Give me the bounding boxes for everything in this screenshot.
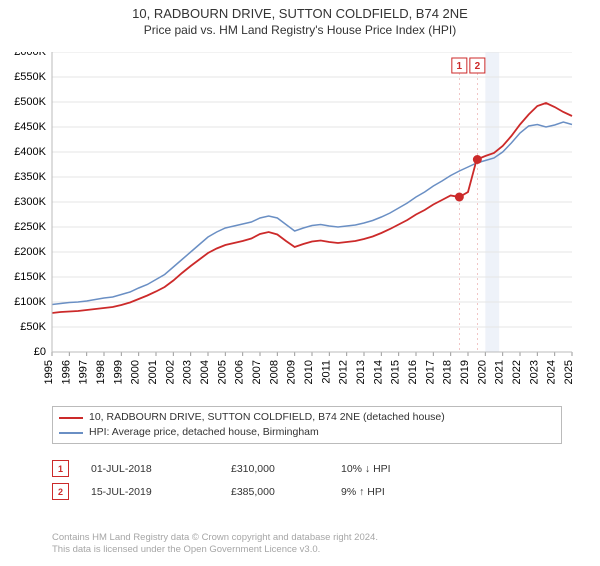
svg-text:2016: 2016 xyxy=(407,360,419,384)
event-price: £385,000 xyxy=(231,486,341,498)
svg-text:£200K: £200K xyxy=(14,246,46,258)
svg-text:£350K: £350K xyxy=(14,171,46,183)
svg-text:£600K: £600K xyxy=(14,52,46,58)
svg-text:1: 1 xyxy=(457,61,463,72)
svg-text:2008: 2008 xyxy=(268,360,280,384)
event-row: 1 01-JUL-2018 £310,000 10% ↓ HPI xyxy=(52,460,562,477)
footer-line-1: Contains HM Land Registry data © Crown c… xyxy=(52,532,562,544)
svg-text:2015: 2015 xyxy=(390,360,402,384)
legend: 10, RADBOURN DRIVE, SUTTON COLDFIELD, B7… xyxy=(52,406,562,444)
svg-text:2003: 2003 xyxy=(182,360,194,384)
event-row: 2 15-JUL-2019 £385,000 9% ↑ HPI xyxy=(52,483,562,500)
event-price: £310,000 xyxy=(231,463,341,475)
svg-text:2005: 2005 xyxy=(216,360,228,384)
svg-text:2024: 2024 xyxy=(546,360,558,384)
svg-text:2002: 2002 xyxy=(164,360,176,384)
event-date: 01-JUL-2018 xyxy=(91,463,231,475)
svg-text:£0: £0 xyxy=(34,346,46,358)
event-marker-1: 1 xyxy=(52,460,69,477)
legend-swatch xyxy=(59,432,83,434)
chart-svg: £0 £50K £100K £150K £200K £250K £300K £350K £400… xyxy=(0,52,600,392)
svg-text:2: 2 xyxy=(475,61,481,72)
footer: Contains HM Land Registry data © Crown c… xyxy=(52,532,562,556)
event-delta: 9% ↑ HPI xyxy=(341,486,385,498)
svg-text:2000: 2000 xyxy=(130,360,142,384)
chart-title: 10, RADBOURN DRIVE, SUTTON COLDFIELD, B7… xyxy=(0,6,600,21)
legend-label: 10, RADBOURN DRIVE, SUTTON COLDFIELD, B7… xyxy=(89,410,445,425)
svg-text:£150K: £150K xyxy=(14,271,46,283)
svg-text:2009: 2009 xyxy=(286,360,298,384)
svg-text:2021: 2021 xyxy=(494,360,506,384)
svg-text:1999: 1999 xyxy=(112,360,124,384)
svg-text:2011: 2011 xyxy=(320,360,332,384)
svg-text:£50K: £50K xyxy=(20,321,46,333)
event-date: 15-JUL-2019 xyxy=(91,486,231,498)
svg-text:£550K: £550K xyxy=(14,71,46,83)
event-delta: 10% ↓ HPI xyxy=(341,463,391,475)
svg-text:£250K: £250K xyxy=(14,221,46,233)
svg-text:2022: 2022 xyxy=(511,360,523,384)
svg-text:1996: 1996 xyxy=(60,360,72,384)
svg-text:2020: 2020 xyxy=(476,360,488,384)
svg-text:£500K: £500K xyxy=(14,96,46,108)
svg-text:1998: 1998 xyxy=(95,360,107,384)
svg-text:2014: 2014 xyxy=(372,360,384,384)
svg-text:1997: 1997 xyxy=(78,360,90,384)
legend-label: HPI: Average price, detached house, Birm… xyxy=(89,425,319,440)
svg-text:2012: 2012 xyxy=(338,360,350,384)
legend-item-property: 10, RADBOURN DRIVE, SUTTON COLDFIELD, B7… xyxy=(59,410,555,425)
svg-text:£450K: £450K xyxy=(14,121,46,133)
svg-text:2025: 2025 xyxy=(563,360,575,384)
legend-swatch xyxy=(59,417,83,419)
svg-text:2007: 2007 xyxy=(251,360,263,384)
svg-text:2017: 2017 xyxy=(424,360,436,384)
chart-subtitle: Price paid vs. HM Land Registry's House … xyxy=(0,23,600,37)
footer-line-2: This data is licensed under the Open Gov… xyxy=(52,544,562,556)
events-table: 1 01-JUL-2018 £310,000 10% ↓ HPI 2 15-JU… xyxy=(52,454,562,500)
svg-text:2001: 2001 xyxy=(147,360,159,384)
svg-text:2019: 2019 xyxy=(459,360,471,384)
svg-text:2004: 2004 xyxy=(199,360,211,384)
event-marker-2: 2 xyxy=(52,483,69,500)
svg-text:2023: 2023 xyxy=(528,360,540,384)
svg-text:£100K: £100K xyxy=(14,296,46,308)
svg-text:£300K: £300K xyxy=(14,196,46,208)
legend-item-hpi: HPI: Average price, detached house, Birm… xyxy=(59,425,555,440)
svg-text:£400K: £400K xyxy=(14,146,46,158)
svg-text:2010: 2010 xyxy=(303,360,315,384)
svg-text:2018: 2018 xyxy=(442,360,454,384)
svg-text:2013: 2013 xyxy=(355,360,367,384)
svg-text:2006: 2006 xyxy=(234,360,246,384)
svg-text:1995: 1995 xyxy=(43,360,55,384)
chart: £0 £50K £100K £150K £200K £250K £300K £350K £400… xyxy=(0,52,600,392)
